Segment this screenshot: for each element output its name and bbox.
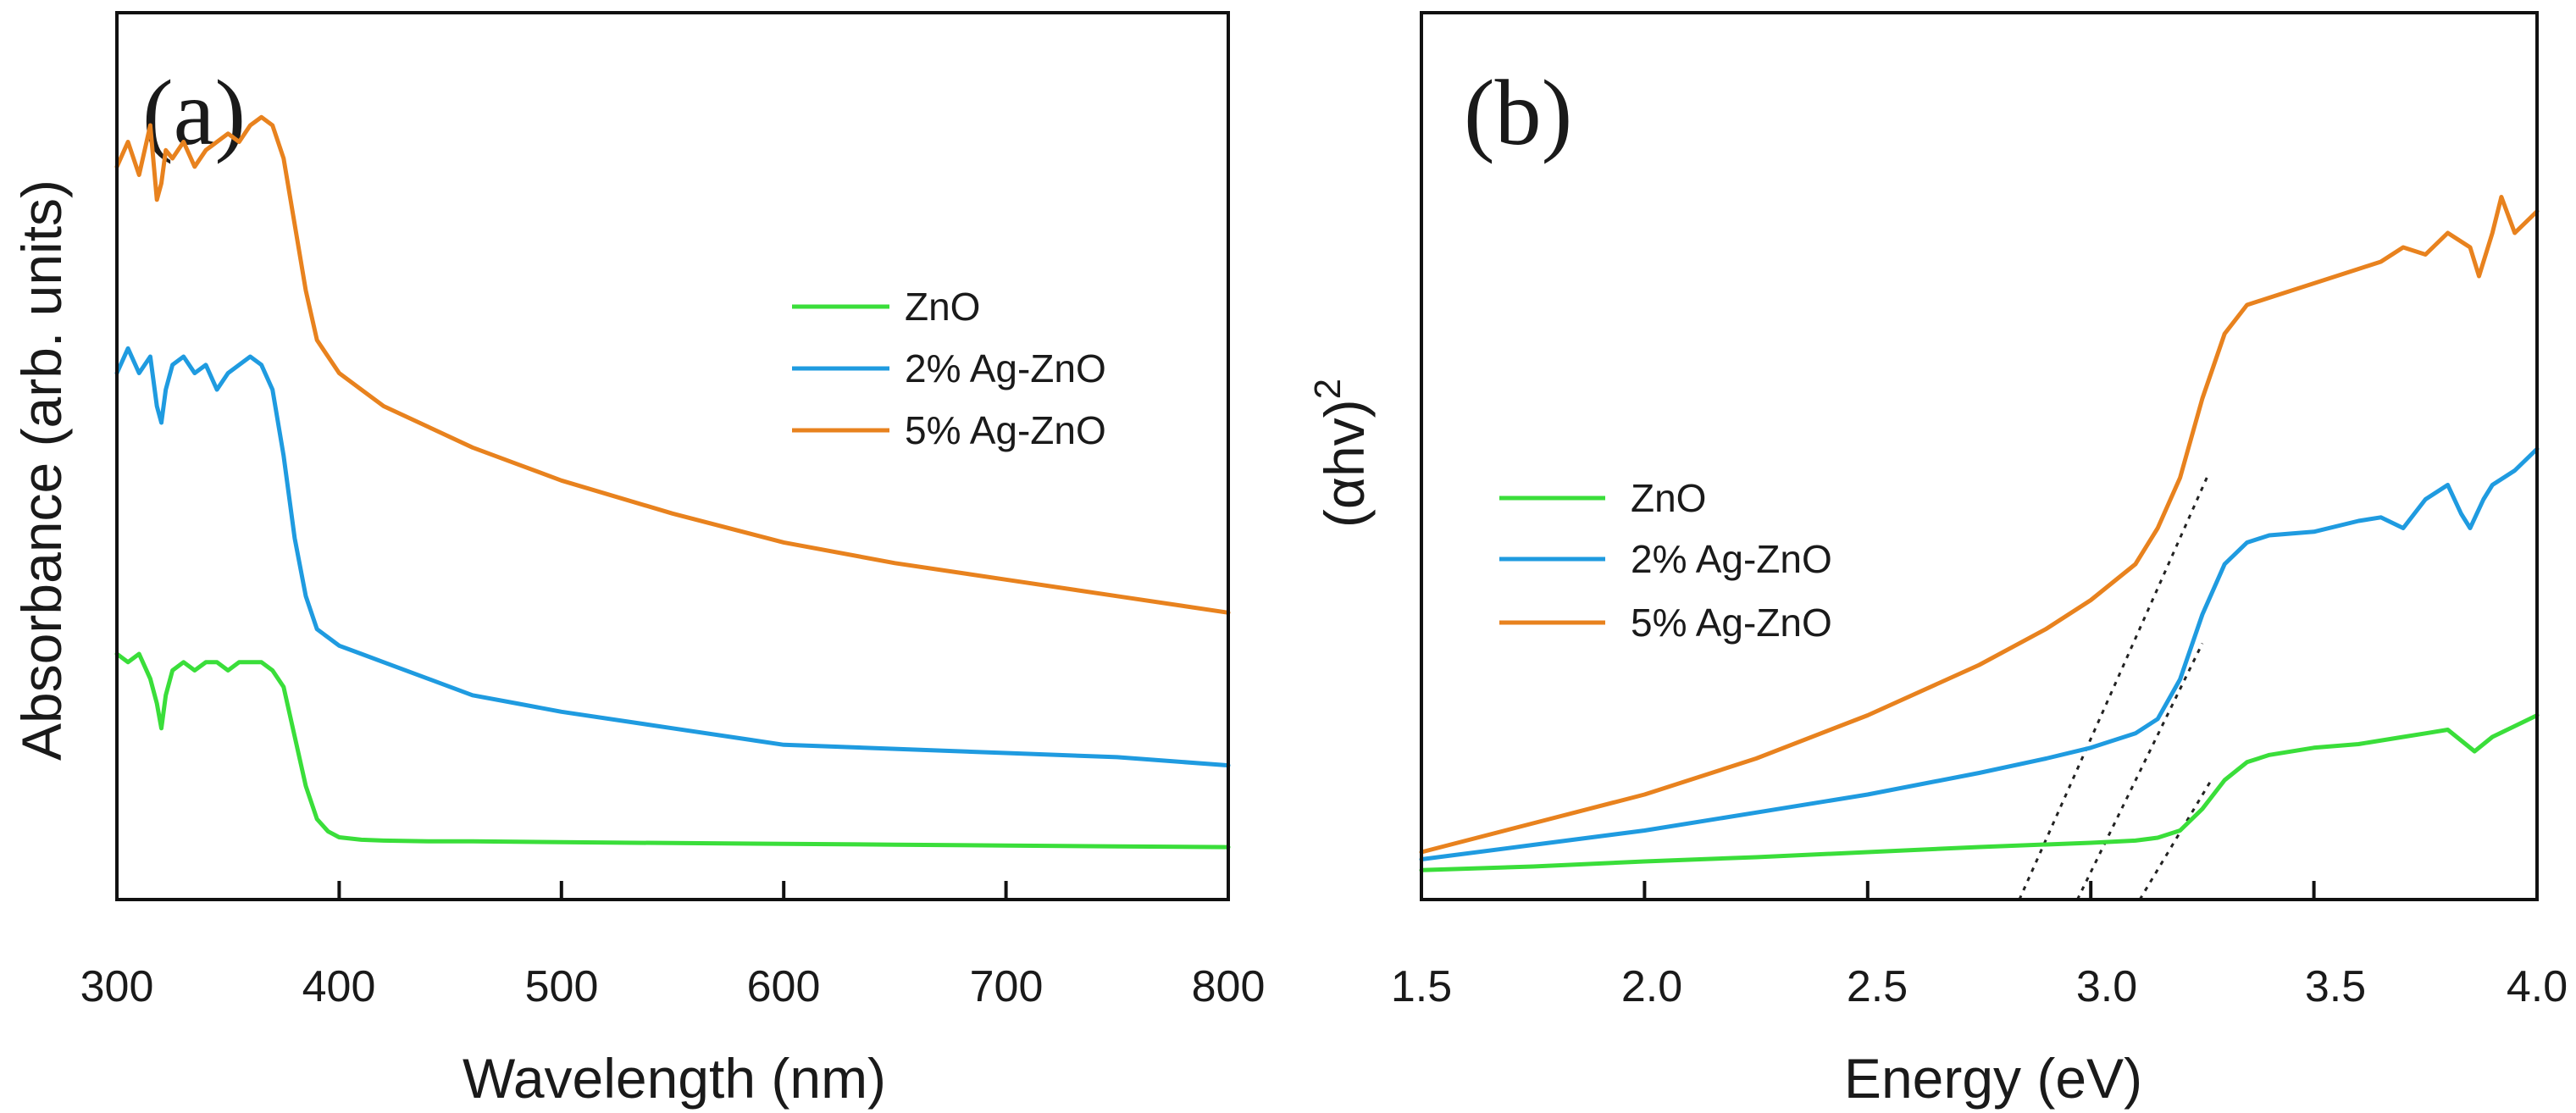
panel-b-x-tick-label: 2.5 — [1847, 962, 1908, 1011]
panel-a-plot-frame — [115, 11, 1230, 901]
panel-b-legend: ZnO 2% Ag-ZnO 5% Ag-ZnO — [1499, 476, 1832, 645]
panel-b-plot-frame — [1420, 11, 2539, 901]
series-line-5pct-ag-zno — [114, 114, 1231, 615]
panel-a-x-tick-label: 400 — [302, 962, 376, 1011]
panel-a-x-axis-title: Wavelength (nm) — [463, 1047, 886, 1110]
panel-b-label: (b) — [1464, 61, 1572, 164]
panel-b-x-tick-label: 4.0 — [2507, 962, 2568, 1011]
panel-b-x-tick-label: 3.5 — [2305, 962, 2366, 1011]
legend-label-2pct-ag-zno: 2% Ag-ZnO — [905, 346, 1106, 390]
panel-a-x-ticks — [115, 881, 1230, 900]
tangent-line — [2076, 642, 2204, 900]
series-line-zno — [114, 651, 1231, 850]
series-line-zno — [1419, 713, 2540, 872]
panel-b-x-axis-title: Energy (eV) — [1844, 1047, 2142, 1110]
panel-b-x-tick-label: 2.0 — [1621, 962, 1682, 1011]
panel-b-x-tick-label: 3.0 — [2076, 962, 2137, 1011]
panel-b: (b) (αhv)2 Energy (eV) 1.5 2.0 2.5 3.0 3… — [1307, 11, 2568, 1110]
panel-a: (a) Absorbance (arb. units) Wavelength (… — [10, 11, 1266, 1110]
panel-b-series — [1419, 195, 2540, 872]
panel-b-tangent-lines — [2018, 477, 2213, 900]
legend-label-zno: ZnO — [1631, 476, 1706, 520]
panel-a-x-tick-label: 600 — [747, 962, 821, 1011]
panel-a-x-tick-label: 700 — [970, 962, 1044, 1011]
panel-b-y-axis-title-superscript: 2 — [1307, 379, 1349, 399]
series-line-2pct-ag-zno — [114, 346, 1231, 768]
tangent-line — [2138, 779, 2213, 900]
panel-a-label: (a) — [142, 61, 246, 164]
series-line-5pct-ag-zno — [1419, 195, 2540, 855]
panel-a-y-axis-title: Absorbance (arb. units) — [10, 180, 73, 761]
series-line-2pct-ag-zno — [1419, 446, 2540, 861]
legend-label-2pct-ag-zno: 2% Ag-ZnO — [1631, 537, 1832, 581]
panel-a-x-tick-label: 500 — [525, 962, 599, 1011]
panel-b-x-tick-label: 1.5 — [1391, 962, 1452, 1011]
legend-label-5pct-ag-zno: 5% Ag-ZnO — [905, 408, 1106, 452]
panel-a-x-tick-label: 300 — [80, 962, 154, 1011]
panel-a-x-tick-labels: 300 400 500 600 700 800 — [80, 962, 1266, 1011]
legend-label-5pct-ag-zno: 5% Ag-ZnO — [1631, 601, 1832, 645]
panel-a-x-tick-label: 800 — [1192, 962, 1266, 1011]
panel-b-x-tick-labels: 1.5 2.0 2.5 3.0 3.5 4.0 — [1391, 962, 2568, 1011]
panel-a-series — [114, 114, 1231, 850]
panel-b-x-ticks — [1420, 881, 2539, 900]
panel-b-y-axis-title-base: (αhv) — [1313, 399, 1376, 528]
panel-b-y-axis-title: (αhv)2 — [1307, 379, 1376, 528]
panel-a-legend: ZnO 2% Ag-ZnO 5% Ag-ZnO — [792, 285, 1106, 452]
legend-label-zno: ZnO — [905, 285, 980, 329]
